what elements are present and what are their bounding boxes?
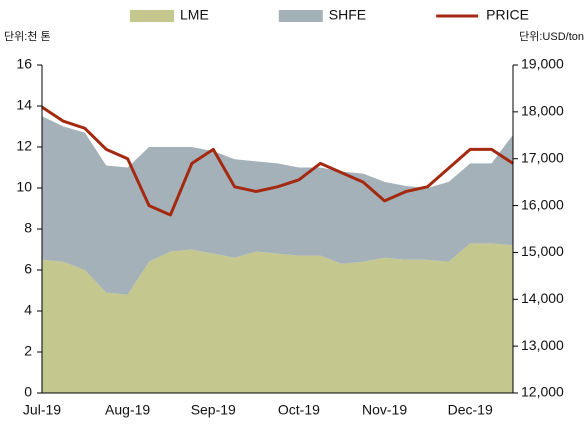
y-axis-label: 단위:천 톤	[4, 29, 51, 43]
y-tick-label: 2	[24, 343, 32, 359]
legend-label: PRICE	[486, 7, 529, 23]
y2-tick-label: 16,000	[521, 196, 564, 212]
x-tick-label: Sep-19	[191, 402, 236, 418]
legend-label: SHFE	[329, 7, 366, 23]
y2-tick-label: 18,000	[521, 103, 564, 119]
y2-tick-label: 14,000	[521, 290, 564, 306]
y-tick-label: 10	[16, 179, 32, 195]
x-tick-label: Jul-19	[23, 402, 61, 418]
y-tick-label: 12	[16, 138, 32, 154]
y-tick-label: 4	[24, 302, 32, 318]
area	[42, 116, 513, 295]
y2-tick-label: 15,000	[521, 243, 564, 259]
y-tick-label: 8	[24, 220, 32, 236]
area	[42, 243, 513, 393]
y2-tick-label: 19,000	[521, 56, 564, 72]
x-tick-label: Oct-19	[278, 402, 320, 418]
legend-swatch	[130, 10, 174, 22]
y2-tick-label: 17,000	[521, 149, 564, 165]
legend-swatch	[278, 10, 323, 22]
y2-axis-label: 단위:USD/ton	[519, 30, 584, 43]
x-tick-label: Nov-19	[362, 402, 407, 418]
x-tick-label: Aug-19	[105, 402, 150, 418]
legend-label: LME	[180, 7, 209, 23]
y-tick-label: 6	[24, 261, 32, 277]
line	[41, 105, 514, 217]
y-tick-label: 16	[16, 56, 32, 72]
y2-tick-label: 13,000	[521, 337, 564, 353]
y-tick-label: 14	[16, 97, 32, 113]
y-tick-label: 0	[24, 384, 32, 400]
y2-tick-label: 12,000	[521, 384, 564, 400]
x-tick-label: Dec-19	[448, 402, 493, 418]
